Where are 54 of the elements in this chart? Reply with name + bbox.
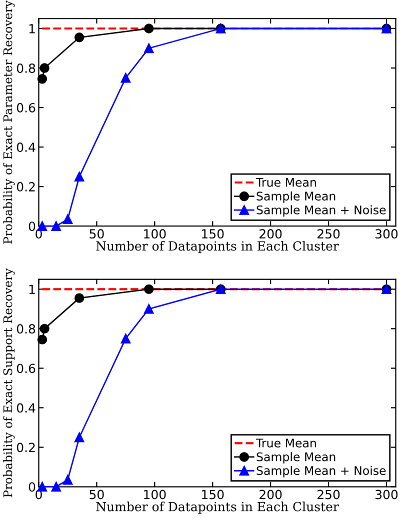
y-tick-label: 0.8 bbox=[16, 63, 36, 73]
point bbox=[74, 432, 84, 442]
x-tick-label: 250 bbox=[318, 490, 340, 500]
y-tick-label: 0.4 bbox=[16, 403, 36, 413]
y-tick-label: 0.6 bbox=[16, 364, 36, 374]
point bbox=[144, 284, 154, 294]
x-tick-label: 50 bbox=[90, 490, 104, 500]
legend-label: True Mean bbox=[256, 438, 316, 448]
x-tick-label: 100 bbox=[144, 229, 166, 239]
x-tick-label: 200 bbox=[260, 229, 282, 239]
point bbox=[51, 221, 62, 231]
point bbox=[74, 172, 84, 182]
legend-label: Sample Mean + Noise bbox=[256, 466, 386, 478]
y-tick-label: 1 bbox=[29, 24, 35, 34]
y-tick-label: 0.8 bbox=[16, 324, 36, 334]
y-tick-label: 0.2 bbox=[16, 182, 35, 192]
x-tick-label: 300 bbox=[376, 490, 398, 500]
point bbox=[37, 334, 48, 344]
x-axis-title: Number of Datapoints in Each Cluster bbox=[96, 502, 339, 514]
point bbox=[74, 32, 84, 42]
legend-label: Sample Mean + Noise bbox=[256, 205, 386, 217]
point bbox=[120, 73, 131, 83]
y-tick-label: 1 bbox=[29, 284, 35, 294]
x-tick-label: 100 bbox=[144, 490, 166, 500]
y-tick-label: 0 bbox=[28, 482, 36, 492]
point bbox=[37, 482, 48, 492]
y-axis-title: Probability of Exact Support Recovery bbox=[3, 268, 15, 498]
point bbox=[144, 304, 154, 314]
point bbox=[51, 482, 62, 492]
x-tick-label: 50 bbox=[90, 229, 104, 239]
x-tick-label: 250 bbox=[318, 229, 340, 239]
x-axis-title: Number of Datapoints in Each Cluster bbox=[96, 240, 339, 254]
point bbox=[40, 63, 50, 73]
legend-label: Sample Mean bbox=[256, 191, 336, 203]
x-tick-label: 300 bbox=[376, 229, 398, 239]
y-tick-label: 0.6 bbox=[16, 103, 36, 112]
x-tick-label: 150 bbox=[202, 490, 224, 500]
point bbox=[40, 324, 50, 334]
point bbox=[37, 221, 48, 231]
point bbox=[62, 475, 73, 485]
point bbox=[144, 24, 154, 34]
y-tick-label: 0 bbox=[28, 222, 36, 232]
legend-label: True Mean bbox=[256, 178, 316, 187]
point bbox=[120, 334, 131, 344]
point bbox=[74, 293, 84, 303]
y-tick-label: 0.4 bbox=[16, 142, 36, 152]
y-tick-label: 0.2 bbox=[16, 442, 35, 452]
y-axis-title: Probability of Exact Parameter Recovery bbox=[3, 0, 15, 244]
point bbox=[62, 214, 73, 224]
x-tick-label: 200 bbox=[260, 490, 282, 500]
legend-label: Sample Mean bbox=[256, 452, 336, 464]
x-tick-label: 150 bbox=[202, 229, 224, 239]
point bbox=[144, 43, 154, 54]
point bbox=[37, 74, 48, 84]
